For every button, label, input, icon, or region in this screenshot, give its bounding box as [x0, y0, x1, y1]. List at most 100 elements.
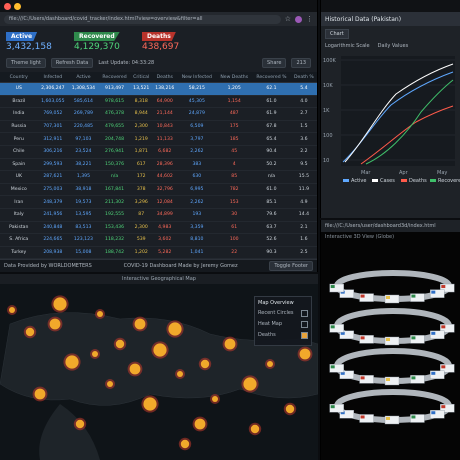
case-marker[interactable]	[75, 419, 85, 429]
country-card[interactable]	[329, 324, 344, 333]
country-card[interactable]	[440, 283, 455, 293]
column-header[interactable]: Recovered	[98, 72, 131, 83]
table-row[interactable]: Peru 312,911 97,103 204,748 1,219 11,133 3,797…	[0, 132, 317, 146]
country-card[interactable]	[329, 283, 344, 293]
case-marker[interactable]	[65, 355, 79, 369]
star-icon[interactable]: ☆	[284, 15, 291, 23]
country-card[interactable]	[410, 293, 425, 302]
country-card[interactable]	[430, 370, 445, 380]
case-marker[interactable]	[200, 359, 210, 369]
rings-3d-view[interactable]	[321, 246, 460, 460]
country-card[interactable]	[339, 410, 354, 419]
table-row[interactable]: Turkey 208,938 15,008 188,742 1,202 5,282 1,04…	[0, 246, 317, 260]
case-marker[interactable]	[285, 404, 295, 414]
table-cell: 3.6	[290, 132, 317, 146]
close-icon[interactable]	[4, 2, 11, 10]
table-row[interactable]: Mexico 275,003 38,918 167,841 378 32,796 6,995…	[0, 183, 317, 197]
case-marker[interactable]	[212, 396, 218, 402]
country-card[interactable]	[339, 289, 354, 298]
y-tick-label: 100K	[323, 58, 337, 64]
country-card[interactable]	[359, 293, 374, 302]
case-marker[interactable]	[267, 361, 273, 367]
case-marker[interactable]	[34, 388, 46, 400]
share-button[interactable]: Share	[262, 58, 287, 68]
column-header[interactable]: Critical	[130, 72, 153, 83]
menu-icon[interactable]: ⋮	[306, 15, 313, 23]
case-marker[interactable]	[143, 397, 157, 411]
minimize-icon[interactable]	[14, 2, 21, 10]
case-marker[interactable]	[194, 418, 206, 430]
option-heat-map[interactable]: Heat Map	[258, 321, 308, 328]
column-header[interactable]: Recovered %	[252, 72, 291, 83]
country-card[interactable]	[440, 403, 455, 413]
case-marker[interactable]	[134, 318, 146, 330]
tab-chart[interactable]: Chart	[325, 29, 349, 39]
table-row[interactable]: US 2,306,247 1,308,534 913,497 13,521 138,216…	[0, 82, 317, 96]
table-row[interactable]: Spain 299,593 38,221 150,376 617 28,396 383 4 50…	[0, 158, 317, 172]
column-header[interactable]: Active	[68, 72, 99, 83]
country-card[interactable]	[384, 415, 400, 425]
table-row[interactable]: S. Africa 224,665 123,123 118,232 539 3,602 8,…	[0, 233, 317, 247]
column-header[interactable]: New Infected	[177, 72, 217, 83]
country-card[interactable]	[339, 330, 354, 340]
country-card[interactable]	[384, 294, 400, 304]
table-row[interactable]: Brazil 1,603,055 585,614 978,615 8,318 64,900…	[0, 95, 317, 109]
log-scale-option[interactable]: Logarithmic Scale	[325, 43, 370, 49]
case-marker[interactable]	[243, 377, 257, 391]
country-card[interactable]	[359, 375, 374, 384]
country-card[interactable]	[410, 414, 425, 423]
case-marker[interactable]	[53, 297, 67, 311]
theme-button[interactable]: Theme light	[6, 58, 46, 68]
column-header[interactable]: New Deaths	[216, 72, 253, 83]
table-row[interactable]: Italy 241,956 13,595 192,555 87 34,899 193 30 79…	[0, 208, 317, 222]
country-card[interactable]	[339, 370, 354, 380]
country-card[interactable]	[430, 410, 445, 419]
option-deaths[interactable]: Deaths	[258, 332, 308, 339]
column-header[interactable]: Infected	[37, 72, 69, 83]
option-recent-circles[interactable]: Recent Circles	[258, 310, 308, 317]
case-marker[interactable]	[107, 381, 113, 387]
country-card[interactable]	[410, 335, 425, 344]
refresh-button[interactable]: Refresh Data	[50, 58, 94, 68]
column-header[interactable]: Death %	[290, 72, 317, 83]
country-card[interactable]	[440, 364, 455, 373]
case-marker[interactable]	[250, 424, 260, 434]
table-row[interactable]: Russia 707,301 220,485 479,655 2,300 10,843 6,…	[0, 120, 317, 134]
country-card[interactable]	[384, 376, 400, 386]
table-cell: 38,918	[68, 183, 99, 197]
toggle-footer-button[interactable]: Toggle Footer	[269, 261, 313, 271]
column-header[interactable]: Country	[0, 72, 38, 83]
legend-swatch	[343, 179, 349, 182]
country-card[interactable]	[329, 403, 344, 413]
table-row[interactable]: Pakistan 240,848 83,513 153,436 2,300 4,983 3,…	[0, 221, 317, 235]
table-row[interactable]: Chile 306,216 23,524 276,941 1,871 6,682 2,262…	[0, 145, 317, 159]
case-marker[interactable]	[224, 338, 236, 350]
avatar[interactable]	[295, 15, 302, 23]
case-marker[interactable]	[180, 439, 190, 449]
case-marker[interactable]	[115, 339, 125, 349]
case-marker[interactable]	[299, 348, 311, 360]
url-field[interactable]: file:///C:/Users/dashboard/covid_tracker…	[4, 14, 281, 24]
case-marker[interactable]	[92, 351, 98, 357]
country-card[interactable]	[430, 289, 445, 298]
table-row[interactable]: India 769,052 269,789 476,378 8,944 21,144 24,…	[0, 107, 317, 121]
case-marker[interactable]	[49, 318, 61, 330]
case-marker[interactable]	[177, 371, 183, 377]
country-card[interactable]	[410, 375, 425, 384]
country-card[interactable]	[384, 336, 400, 346]
case-marker[interactable]	[9, 307, 15, 313]
table-row[interactable]: UK 287,621 1,395 n/a 172 44,602 630 85 n/a 15.5	[0, 170, 317, 184]
country-card[interactable]	[329, 364, 344, 373]
table-row[interactable]: Iran 248,379 19,573 211,302 3,296 12,084 2,262…	[0, 195, 317, 209]
country-card[interactable]	[440, 324, 455, 333]
case-marker[interactable]	[168, 322, 182, 336]
case-marker[interactable]	[97, 311, 103, 317]
country-card[interactable]	[359, 414, 374, 423]
column-header[interactable]: Deaths	[152, 72, 178, 83]
country-card[interactable]	[430, 330, 445, 340]
daily-values-option[interactable]: Daily Values	[377, 43, 409, 49]
case-marker[interactable]	[129, 363, 141, 375]
case-marker[interactable]	[153, 343, 167, 357]
country-card[interactable]	[359, 335, 374, 344]
case-marker[interactable]	[25, 327, 35, 337]
